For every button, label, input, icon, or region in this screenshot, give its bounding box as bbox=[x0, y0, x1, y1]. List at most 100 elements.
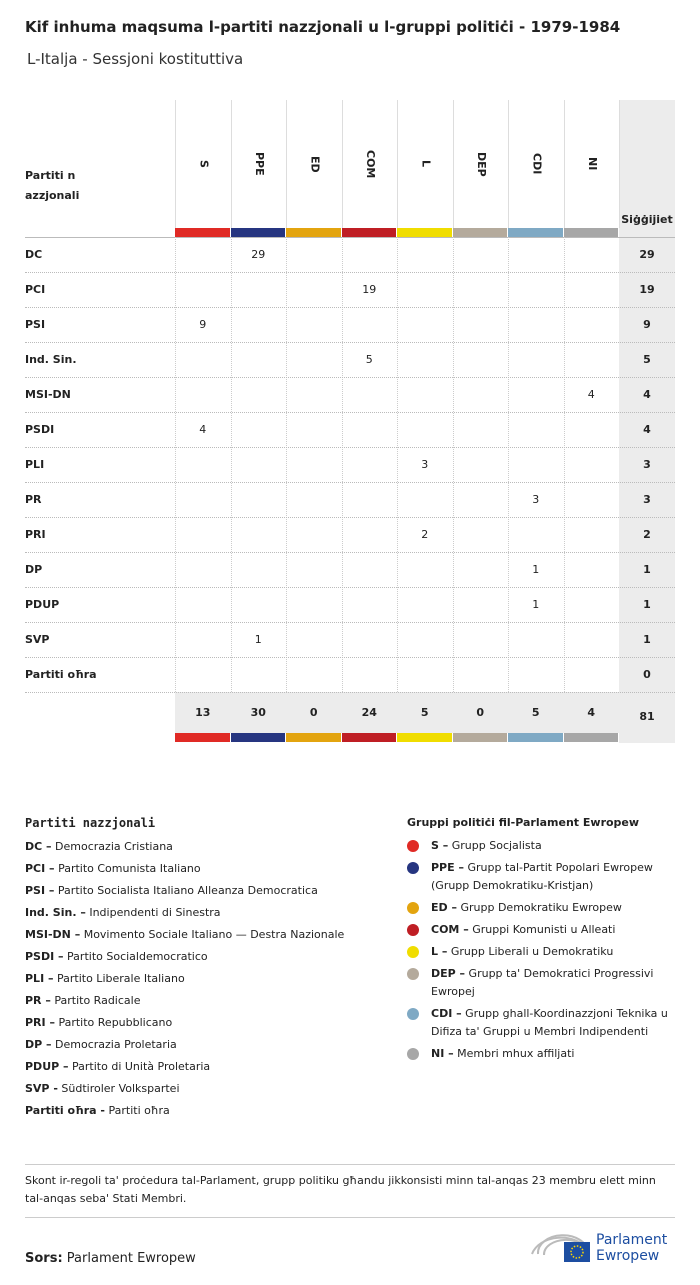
column-header: CDI bbox=[508, 100, 565, 228]
rule bbox=[25, 1164, 675, 1165]
total-column-bg bbox=[619, 100, 675, 743]
total-cell: 0 bbox=[309, 706, 318, 719]
legend-key: MSI-DN – bbox=[25, 928, 81, 941]
subtitle: L-Italja - Sessjoni kostituttiva bbox=[27, 50, 244, 68]
color-bar bbox=[341, 733, 396, 742]
row-rule bbox=[25, 622, 675, 623]
total-cell: 24 bbox=[361, 706, 377, 719]
legend-item: Ind. Sin. – Indipendenti di Sinestra bbox=[25, 904, 395, 922]
grand-total: 81 bbox=[639, 710, 655, 723]
color-bar bbox=[286, 228, 341, 237]
row-total: 0 bbox=[643, 668, 651, 681]
column-label: PPE bbox=[252, 152, 266, 176]
legend-item: PLI – Partito Liberale Italiano bbox=[25, 970, 395, 988]
legend-item: DP – Democrazia Proletaria bbox=[25, 1036, 395, 1054]
column-rule bbox=[397, 237, 398, 692]
source-label: Sors: bbox=[25, 1251, 63, 1266]
cell: 3 bbox=[421, 458, 429, 471]
legend-list: DC – Democrazia Cristiana PCI – Partito C… bbox=[25, 838, 395, 1120]
legend-text: Grupp Socjalista bbox=[451, 839, 542, 852]
cell: 19 bbox=[362, 283, 377, 296]
legend-key: DEP – bbox=[431, 967, 466, 980]
logo: Parlament Ewropew bbox=[530, 1228, 680, 1268]
row-total: 1 bbox=[643, 598, 651, 611]
legend-dot bbox=[407, 862, 419, 874]
total-cell: 30 bbox=[250, 706, 266, 719]
legend-text: Grupp Liberali u Demokratiku bbox=[450, 945, 614, 958]
party-name: Partiti oħra bbox=[25, 668, 97, 681]
legend-item: MSI-DN – Movimento Sociale Italiano — De… bbox=[25, 926, 395, 944]
row-rule bbox=[25, 377, 675, 378]
logo-icon bbox=[531, 1234, 590, 1262]
color-bar bbox=[397, 228, 452, 237]
column-header: ED bbox=[286, 100, 343, 228]
total-cell: 5 bbox=[531, 706, 540, 719]
row-rule bbox=[25, 307, 675, 308]
legend-key: PCI – bbox=[25, 862, 55, 875]
legend-item: PSI – Partito Socialista Italiano Allean… bbox=[25, 882, 395, 900]
column-label: NI bbox=[585, 157, 599, 171]
legend-key: COM – bbox=[431, 923, 469, 936]
row-total: 9 bbox=[643, 318, 651, 331]
row-rule bbox=[25, 657, 675, 658]
rule bbox=[25, 1217, 675, 1218]
row-rule bbox=[25, 692, 675, 693]
column-rule bbox=[508, 237, 509, 692]
column-rule bbox=[341, 237, 343, 692]
legend-key: Partiti oħra - bbox=[25, 1104, 105, 1117]
column-header: PPE bbox=[230, 100, 288, 228]
legend-text: Partiti oħra bbox=[108, 1104, 170, 1117]
legend-key: ED – bbox=[431, 901, 457, 914]
cell: 4 bbox=[587, 388, 595, 401]
legend-key: SVP - bbox=[25, 1082, 58, 1095]
source-text: Parlament Ewropew bbox=[66, 1251, 196, 1266]
legend-list: S – Grupp Socjalista PPE – Grupp tal-Part… bbox=[407, 837, 675, 1063]
legend-text: Partito Liberale Italiano bbox=[57, 972, 185, 985]
logo-line: Parlament bbox=[596, 1232, 668, 1248]
legend-key: DP – bbox=[25, 1038, 52, 1051]
column-label: DEP bbox=[474, 151, 488, 177]
party-name: PCI bbox=[25, 283, 46, 296]
row-header: Partiti nazzjonali bbox=[25, 169, 80, 202]
legend-item: DEP – Grupp ta' Demokratici Progressivi … bbox=[407, 965, 675, 1001]
legend-parties: Partiti nazzjonali DC – Democrazia Crist… bbox=[25, 816, 395, 1124]
legend-item: PPE – Grupp tal-Partit Popolari Ewropew … bbox=[407, 859, 675, 895]
party-name: PRI bbox=[25, 528, 46, 541]
legend-dot bbox=[407, 1008, 419, 1020]
legend-groups: Gruppi politiċi fil-Parlament Ewropew S … bbox=[407, 816, 675, 1067]
row-rule bbox=[25, 587, 675, 588]
column-label: S bbox=[197, 160, 211, 168]
legend-item: PRI – Partito Repubblicano bbox=[25, 1014, 395, 1032]
legend-key: PLI – bbox=[25, 972, 54, 985]
legend-key: PR – bbox=[25, 994, 51, 1007]
row-rule bbox=[25, 412, 675, 413]
legend-text: Democrazia Proletaria bbox=[55, 1038, 177, 1051]
legend-item: Partiti oħra - Partiti oħra bbox=[25, 1102, 395, 1120]
color-bar bbox=[175, 733, 230, 742]
column-label: L bbox=[419, 160, 433, 168]
row-rule bbox=[25, 517, 675, 518]
row-total: 4 bbox=[643, 423, 651, 436]
legend-text: Partito Socialista Italiano Alleanza Dem… bbox=[57, 884, 318, 897]
legend-key: S – bbox=[431, 839, 449, 852]
party-name: SVP bbox=[25, 633, 50, 646]
legend-item: NI – Membri mhux affiljati bbox=[407, 1045, 675, 1063]
legend-dot bbox=[407, 1048, 419, 1060]
party-name: PR bbox=[25, 493, 42, 506]
party-name: DP bbox=[25, 563, 43, 576]
legend-text: Südtiroler Volkspartei bbox=[61, 1082, 180, 1095]
cell: 5 bbox=[365, 353, 373, 366]
total-header: Siġġijiet bbox=[621, 213, 673, 226]
legend-dot bbox=[407, 946, 419, 958]
color-bar bbox=[452, 733, 507, 742]
column-label: COM bbox=[363, 149, 377, 179]
legend-key: PPE – bbox=[431, 861, 464, 874]
row-total: 29 bbox=[639, 248, 655, 261]
column-header: COM bbox=[341, 100, 399, 228]
totals-row-bg bbox=[175, 692, 619, 733]
total-cell: 13 bbox=[195, 706, 211, 719]
legend-text: Democrazia Cristiana bbox=[55, 840, 173, 853]
column-rule bbox=[175, 237, 176, 692]
color-bar bbox=[508, 733, 563, 742]
row-rule bbox=[25, 342, 675, 343]
